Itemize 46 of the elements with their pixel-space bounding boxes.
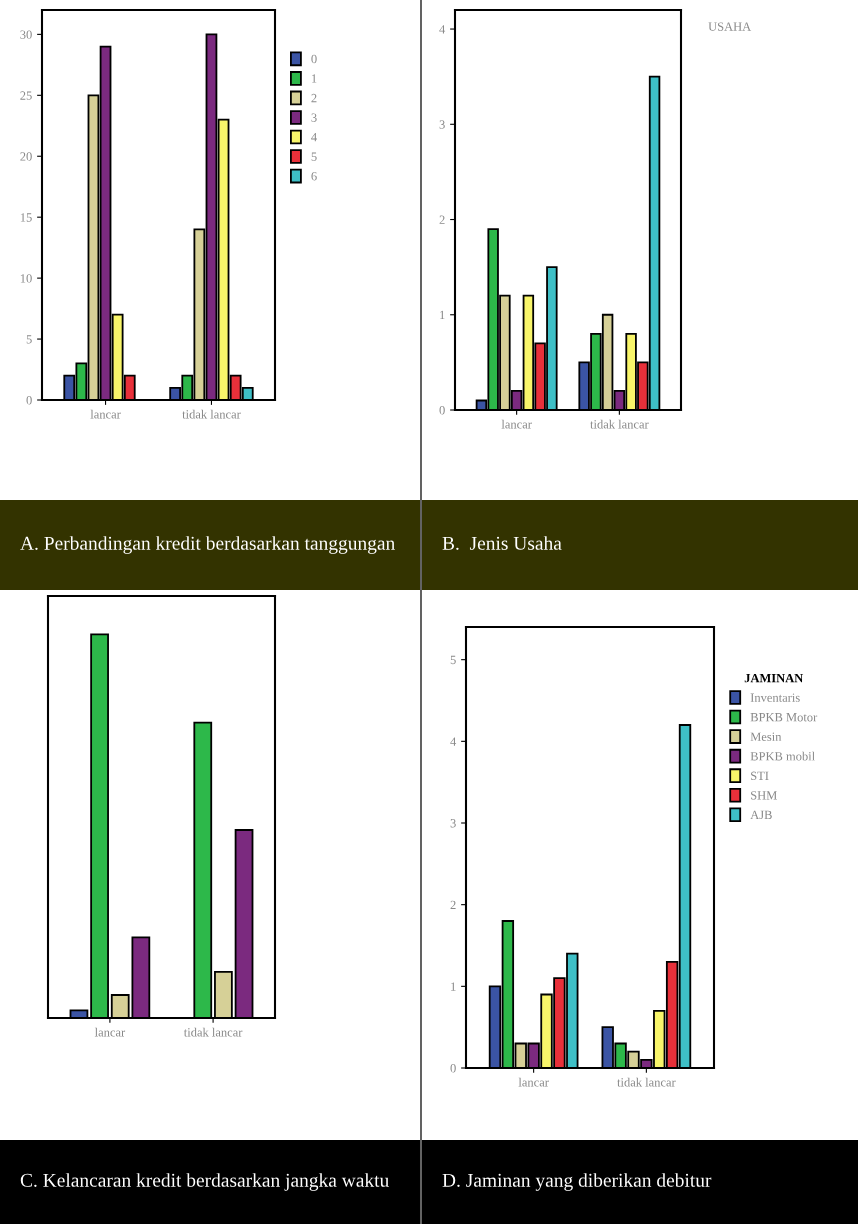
y-tick-label: 5 [26,335,32,344]
legend-label: Mesin [750,732,782,741]
y-tick-label: 1 [440,310,445,320]
y-tick-label: 5 [450,655,456,665]
y-tick-label: 0 [439,406,445,415]
y-tick-label: 3 [439,120,445,129]
y-tick-label: 3 [450,819,456,828]
legend-title: USAHA [708,22,752,31]
x-tick-label: lancar [518,1077,549,1087]
text: B. Jenis Usaha [442,536,562,550]
legend-label: AJB [750,810,772,820]
legend-label: 2 [311,93,317,103]
y-tick-label: 0 [450,1064,456,1073]
x-tick-label: tidak lancar [590,419,649,429]
text: D. Jaminan yang diberikan debitur [442,1173,712,1191]
y-tick-label: 15 [20,213,32,222]
x-tick-label: tidak lancar [182,409,241,419]
x-tick-label: lancar [94,1027,126,1037]
legend-label: Inventaris [750,693,800,702]
text: A. Perbandingan kredit berdasarkan tanggungan [20,536,395,554]
y-tick-label: 25 [20,91,32,100]
x-tick-label: lancar [90,409,121,419]
legend-title: JAMINAN [744,673,804,683]
y-tick-label: 1 [451,982,456,991]
legend-label: 6 [311,172,317,181]
y-tick-label: 20 [20,152,32,161]
y-tick-label: 4 [450,737,457,746]
legend-label: 5 [311,152,317,161]
y-tick-label: 2 [450,900,456,909]
legend-label: 0 [311,54,317,64]
y-tick-label: 2 [439,215,445,224]
legend-label: 4 [311,132,317,142]
legend-label: BPKB Motor [750,713,818,722]
legend-label: 3 [311,113,317,122]
text: C. Kelancaran kredit berdasarkan jangka waktu [20,1173,389,1191]
x-tick-label: tidak lancar [617,1077,676,1087]
legend-label: 1 [312,74,317,83]
y-tick-label: 4 [439,25,446,34]
y-tick-label: 10 [20,274,32,283]
legend-label: STI [751,771,769,781]
y-tick-label: 30 [20,30,32,39]
x-tick-label: tidak lancar [183,1027,243,1037]
y-tick-label: 0 [26,396,32,405]
legend-label: SHM [751,791,777,800]
legend-label: BPKB mobil [750,751,815,761]
x-tick-label: lancar [501,419,532,429]
